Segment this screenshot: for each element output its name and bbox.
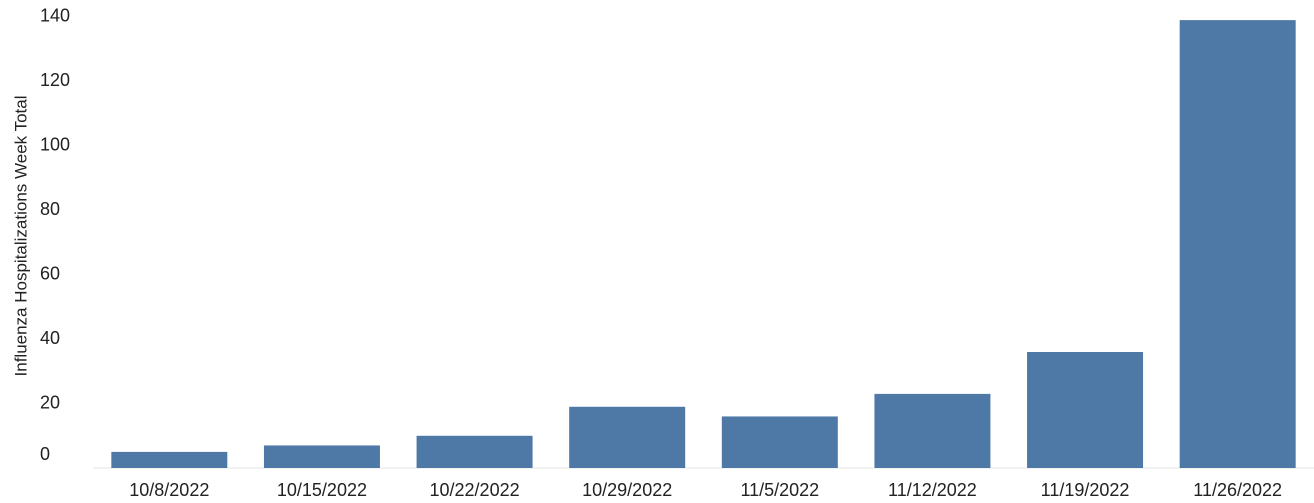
x-tick-label: 10/8/2022 xyxy=(129,480,209,500)
y-tick-label: 120 xyxy=(40,70,70,90)
bar xyxy=(721,416,838,468)
bar xyxy=(1027,352,1144,468)
bar xyxy=(874,393,991,468)
x-tick-label: 11/26/2022 xyxy=(1193,480,1282,500)
bar xyxy=(416,435,533,468)
y-axis-title: Influenza Hospitalizations Week Total xyxy=(11,96,30,377)
y-tick-label: 40 xyxy=(40,328,60,348)
y-tick-label: 100 xyxy=(40,135,70,155)
y-tick-label: 60 xyxy=(40,263,60,283)
x-tick-label: 11/12/2022 xyxy=(888,480,977,500)
bar xyxy=(1179,20,1296,468)
y-tick-label: 0 xyxy=(40,444,50,464)
x-tick-label: 10/15/2022 xyxy=(277,480,367,500)
x-tick-label: 10/22/2022 xyxy=(430,480,520,500)
y-tick-label: 80 xyxy=(40,199,60,219)
bar xyxy=(569,406,686,468)
x-tick-label: 11/5/2022 xyxy=(740,480,819,500)
y-tick-label: 20 xyxy=(40,392,60,412)
x-tick-label: 11/19/2022 xyxy=(1041,480,1130,500)
bar xyxy=(111,451,228,468)
bar xyxy=(263,445,380,468)
x-tick-label: 10/29/2022 xyxy=(582,480,672,500)
y-tick-label: 140 xyxy=(40,6,70,26)
